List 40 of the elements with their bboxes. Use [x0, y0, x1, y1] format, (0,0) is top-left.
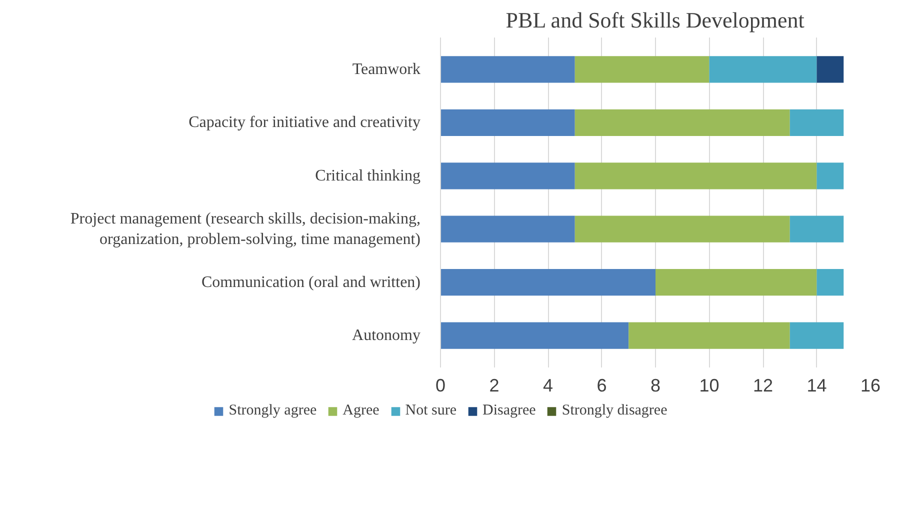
- x-tick-label: 14: [806, 376, 827, 396]
- bar: [816, 269, 844, 296]
- bar: [628, 322, 790, 349]
- bar: [816, 162, 844, 190]
- y-tick-label: Teamwork: [352, 60, 420, 78]
- y-tick-label: Capacity for initiative and creativity: [188, 114, 421, 132]
- y-tick-label: Critical thinking: [315, 167, 421, 184]
- bar: [656, 269, 817, 296]
- x-tick-label: 2: [489, 376, 500, 396]
- bar: [816, 56, 844, 83]
- legend-label: Strongly disagree: [562, 402, 668, 420]
- bar: [440, 109, 575, 136]
- legend-label: Agree: [342, 402, 380, 420]
- bar: [574, 56, 710, 83]
- bar: [790, 109, 844, 136]
- x-tick-label: 0: [435, 376, 446, 396]
- y-tick-label: Project management (research skills, decision-making, organization, problem-solving, time management): [70, 210, 420, 248]
- legend-label: Disagree: [482, 402, 536, 420]
- bar: [440, 322, 629, 349]
- bar: [440, 216, 575, 242]
- x-tick-label: 8: [650, 376, 661, 396]
- bar: [709, 56, 817, 83]
- legend-label: Not sure: [405, 402, 457, 420]
- bar: [440, 269, 656, 296]
- x-tick-label: 10: [699, 376, 720, 396]
- bar: [440, 56, 575, 83]
- bar: [574, 162, 817, 190]
- legend-label: Strongly agree: [228, 402, 317, 420]
- x-tick-label: 4: [542, 376, 554, 396]
- chart-title: PBL and Soft Skills Development: [506, 8, 804, 32]
- x-tick-label: 6: [596, 376, 607, 396]
- x-tick-label: 12: [752, 376, 774, 396]
- bar: [574, 109, 790, 136]
- bar: [790, 322, 844, 349]
- x-tick-label: 16: [860, 376, 881, 396]
- bar: [440, 162, 575, 190]
- bar: [574, 216, 790, 242]
- bar: [790, 216, 844, 242]
- y-tick-label: Communication (oral and written): [201, 274, 421, 291]
- y-tick-label: Autonomy: [352, 327, 421, 344]
